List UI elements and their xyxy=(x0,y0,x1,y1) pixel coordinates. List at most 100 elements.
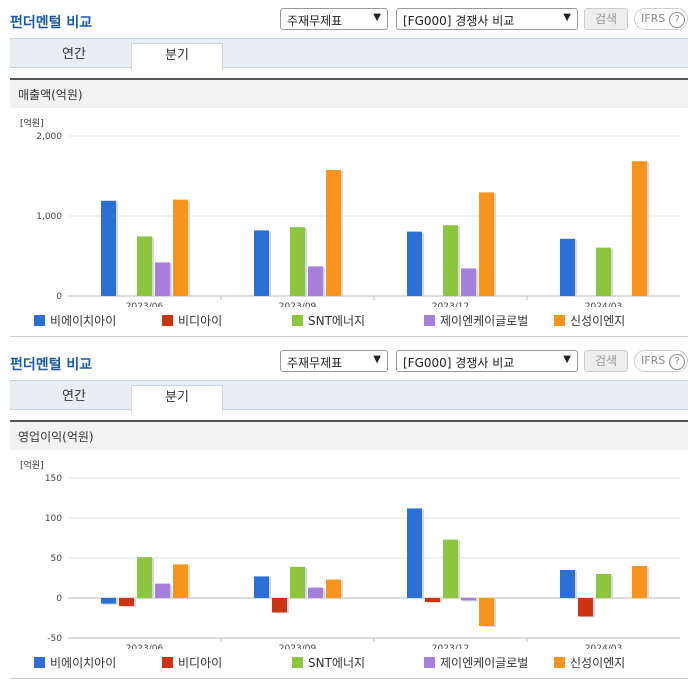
legend-item[interactable]: 비디아이 xyxy=(162,312,222,329)
bar xyxy=(137,557,152,598)
legend-swatch xyxy=(424,315,435,326)
ifrs-help-button[interactable]: IFRS? xyxy=(634,350,688,372)
bar xyxy=(173,564,188,598)
y-tick-label: -50 xyxy=(47,634,62,644)
ifrs-help-button[interactable]: IFRS? xyxy=(634,8,688,30)
legend-label: 제이엔케이글로벌 xyxy=(440,314,529,328)
tab-quarter[interactable]: 분기 xyxy=(131,385,223,412)
bar xyxy=(443,225,458,296)
help-icon: ? xyxy=(669,12,686,28)
peer-group-value: [FG000] 경쟁사 비교 xyxy=(403,356,515,370)
legend-item[interactable]: 비에이치아이 xyxy=(34,654,116,671)
bar xyxy=(173,199,188,296)
legend-label: 비디아이 xyxy=(178,314,223,328)
bar xyxy=(443,539,458,598)
ifrs-label: IFRS xyxy=(641,12,666,25)
chevron-down-icon: ▼ xyxy=(563,12,571,23)
bar xyxy=(137,236,152,296)
legend-swatch xyxy=(162,657,173,668)
legend-label: 비에이치아이 xyxy=(50,314,117,328)
section-title: 펀더멘털 비교 xyxy=(10,357,93,373)
bar xyxy=(407,231,422,296)
y-tick-label: 0 xyxy=(56,292,62,302)
peer-group-value: [FG000] 경쟁사 비교 xyxy=(403,14,515,28)
search-button[interactable]: 검색 xyxy=(584,350,628,372)
fundamental-compare-section-operating-profit: 펀더멘털 비교 주재무제표 ▼ [FG000] 경쟁사 비교 ▼ 검색 IFRS… xyxy=(0,342,696,684)
chevron-down-icon: ▼ xyxy=(373,12,381,23)
x-tick-label: 2024/03 xyxy=(585,302,622,307)
bar xyxy=(407,508,422,598)
y-tick-label: 50 xyxy=(51,554,63,564)
legend-label: 신성이엔지 xyxy=(570,656,626,670)
legend-swatch xyxy=(162,315,173,326)
bar xyxy=(119,598,134,606)
legend-item[interactable]: 제이엔케이글로벌 xyxy=(424,312,528,329)
bar xyxy=(290,227,305,296)
bar xyxy=(479,192,494,296)
bar xyxy=(560,238,575,296)
tab-annual[interactable]: 연간 xyxy=(62,47,86,62)
bar xyxy=(155,583,170,598)
legend-item[interactable]: SNT에너지 xyxy=(292,654,365,671)
statement-type-select[interactable]: 주재무제표 ▼ xyxy=(280,8,388,30)
divider xyxy=(10,336,688,337)
period-tabs: 연간 분기 xyxy=(10,380,688,412)
legend-label: 제이엔케이글로벌 xyxy=(440,656,529,670)
bar xyxy=(272,598,287,613)
fundamental-compare-section-revenue: 펀더멘털 비교 주재무제표 ▼ [FG000] 경쟁사 비교 ▼ 검색 IFRS… xyxy=(10,8,688,337)
legend-swatch xyxy=(424,657,435,668)
bar xyxy=(425,598,440,602)
help-icon: ? xyxy=(669,354,686,370)
bar xyxy=(155,262,170,296)
y-tick-label: 0 xyxy=(56,594,62,604)
legend-item[interactable]: 신성이엔지 xyxy=(554,312,625,329)
x-tick-label: 2024/03 xyxy=(585,644,622,649)
legend-item[interactable]: 비디아이 xyxy=(162,654,222,671)
tab-annual[interactable]: 연간 xyxy=(62,389,86,404)
search-button[interactable]: 검색 xyxy=(584,8,628,30)
divider xyxy=(10,678,688,679)
unit-label: [억원] xyxy=(20,117,44,129)
unit-label: [억원] xyxy=(20,459,44,471)
chevron-down-icon: ▼ xyxy=(563,354,571,365)
bar xyxy=(326,170,341,296)
legend-swatch xyxy=(292,657,303,668)
bar xyxy=(254,576,269,598)
operating-profit-bar-chart: [억원] -50 0 50 100 150 2023/06 2023/09 2023/12 202… xyxy=(20,459,680,649)
revenue-bar-chart: [억원] 0 1,000 2,000 2023/06 2023/09 2023/12 2024… xyxy=(20,117,680,307)
legend-label: 비디아이 xyxy=(178,656,223,670)
x-tick-label: 2023/09 xyxy=(279,302,317,307)
bar xyxy=(578,598,593,617)
y-tick-label: 100 xyxy=(45,514,62,524)
bar xyxy=(308,587,323,598)
x-tick-label: 2023/12 xyxy=(432,302,469,307)
legend-item[interactable]: SNT에너지 xyxy=(292,312,365,329)
tab-quarter[interactable]: 분기 xyxy=(131,43,223,70)
period-tabs: 연간 분기 xyxy=(10,38,688,70)
y-tick-label: 2,000 xyxy=(36,132,62,142)
legend-swatch xyxy=(554,315,565,326)
bar xyxy=(560,570,575,598)
statement-type-value: 주재무제표 xyxy=(287,356,343,370)
statement-type-select[interactable]: 주재무제표 ▼ xyxy=(280,350,388,372)
peer-group-select[interactable]: [FG000] 경쟁사 비교 ▼ xyxy=(396,350,578,372)
legend-item[interactable]: 신성이엔지 xyxy=(554,654,625,671)
bar xyxy=(632,566,647,598)
bar xyxy=(596,574,611,598)
chart-legend: 비에이치아이 비디아이 SNT에너지 제이엔케이글로벌 신성이엔지 xyxy=(34,312,684,328)
legend-item[interactable]: 제이엔케이글로벌 xyxy=(424,654,528,671)
bar xyxy=(254,230,269,296)
legend-label: SNT에너지 xyxy=(308,656,366,670)
legend-item[interactable]: 비에이치아이 xyxy=(34,312,116,329)
ifrs-label: IFRS xyxy=(641,354,666,367)
chart-title: 매출액(억원) xyxy=(10,78,688,108)
legend-swatch xyxy=(34,657,45,668)
legend-label: 비에이치아이 xyxy=(50,656,117,670)
section-title: 펀더멘털 비교 xyxy=(10,15,93,31)
chart-legend: 비에이치아이 비디아이 SNT에너지 제이엔케이글로벌 신성이엔지 xyxy=(34,654,684,670)
legend-swatch xyxy=(554,657,565,668)
peer-group-select[interactable]: [FG000] 경쟁사 비교 ▼ xyxy=(396,8,578,30)
bar xyxy=(461,598,476,601)
legend-swatch xyxy=(34,315,45,326)
x-tick-label: 2023/06 xyxy=(126,302,164,307)
